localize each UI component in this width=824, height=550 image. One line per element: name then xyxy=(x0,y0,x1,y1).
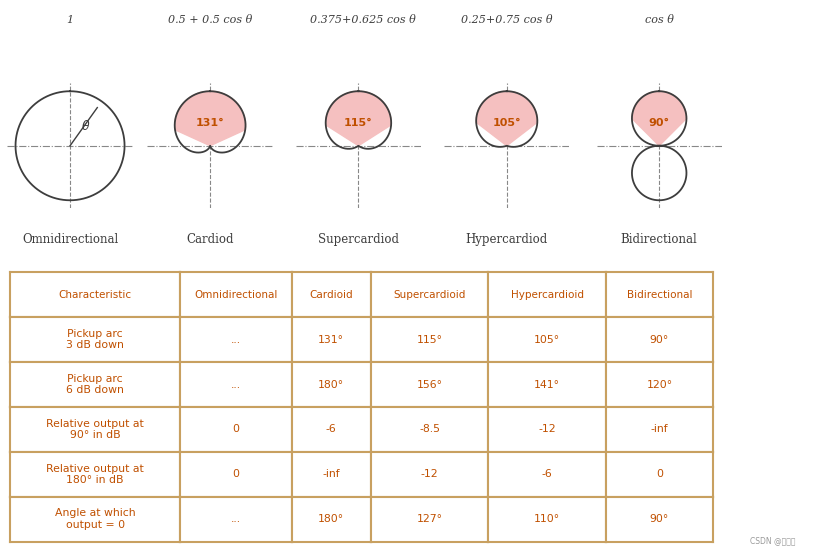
Text: 0.375+0.625 cos θ: 0.375+0.625 cos θ xyxy=(310,15,415,25)
Polygon shape xyxy=(175,91,246,146)
Text: Angle at which
output = 0: Angle at which output = 0 xyxy=(55,509,135,530)
Text: -8.5: -8.5 xyxy=(419,425,440,435)
Text: -inf: -inf xyxy=(322,469,340,480)
Text: Omnidirectional: Omnidirectional xyxy=(194,290,278,300)
Text: -12: -12 xyxy=(421,469,438,480)
Text: 127°: 127° xyxy=(417,514,442,524)
Text: 156°: 156° xyxy=(417,379,442,389)
Text: Hypercardioid: Hypercardioid xyxy=(511,290,583,300)
Text: 0: 0 xyxy=(232,469,240,480)
Text: Relative output at
90° in dB: Relative output at 90° in dB xyxy=(46,419,144,440)
Text: ...: ... xyxy=(231,379,241,389)
Text: 105°: 105° xyxy=(534,334,560,345)
Text: 0: 0 xyxy=(232,425,240,435)
Text: -6: -6 xyxy=(325,425,337,435)
Text: 0.25+0.75 cos θ: 0.25+0.75 cos θ xyxy=(461,15,553,25)
Text: θ: θ xyxy=(82,120,89,133)
Text: -12: -12 xyxy=(538,425,556,435)
Text: -6: -6 xyxy=(541,469,552,480)
Text: Bidirectional: Bidirectional xyxy=(626,290,692,300)
Text: 0: 0 xyxy=(656,469,662,480)
Text: 115°: 115° xyxy=(344,118,372,128)
Text: Supercardiod: Supercardiod xyxy=(318,233,399,246)
Text: Bidirectional: Bidirectional xyxy=(620,233,698,246)
Text: 131°: 131° xyxy=(196,118,224,128)
Text: Characteristic: Characteristic xyxy=(59,290,132,300)
Text: Supercardioid: Supercardioid xyxy=(394,290,466,300)
Text: 0.5 + 0.5 cos θ: 0.5 + 0.5 cos θ xyxy=(168,15,252,25)
Text: Pickup arc
6 dB down: Pickup arc 6 dB down xyxy=(66,374,124,395)
Polygon shape xyxy=(325,91,391,146)
Text: 115°: 115° xyxy=(417,334,442,345)
Text: 180°: 180° xyxy=(318,379,344,389)
Text: 105°: 105° xyxy=(493,118,521,128)
Text: 1: 1 xyxy=(67,15,73,25)
Text: 90°: 90° xyxy=(648,118,670,128)
Text: 90°: 90° xyxy=(650,334,669,345)
Text: 131°: 131° xyxy=(318,334,344,345)
Text: Cardiod: Cardiod xyxy=(186,233,234,246)
Text: 120°: 120° xyxy=(646,379,672,389)
Polygon shape xyxy=(476,91,537,146)
Text: 90°: 90° xyxy=(650,514,669,524)
Text: 110°: 110° xyxy=(534,514,560,524)
Text: ...: ... xyxy=(231,514,241,524)
Polygon shape xyxy=(632,91,686,146)
Text: Cardioid: Cardioid xyxy=(310,290,353,300)
Text: 141°: 141° xyxy=(534,379,560,389)
Text: ...: ... xyxy=(231,334,241,345)
Text: CSDN @山无枳: CSDN @山无枳 xyxy=(750,537,795,546)
Text: Hypercardiod: Hypercardiod xyxy=(466,233,548,246)
Text: 180°: 180° xyxy=(318,514,344,524)
Text: Relative output at
180° in dB: Relative output at 180° in dB xyxy=(46,464,144,485)
Text: cos θ: cos θ xyxy=(644,15,674,25)
Text: Omnidirectional: Omnidirectional xyxy=(22,233,118,246)
Text: -inf: -inf xyxy=(651,425,668,435)
Text: Pickup arc
3 dB down: Pickup arc 3 dB down xyxy=(66,329,124,350)
